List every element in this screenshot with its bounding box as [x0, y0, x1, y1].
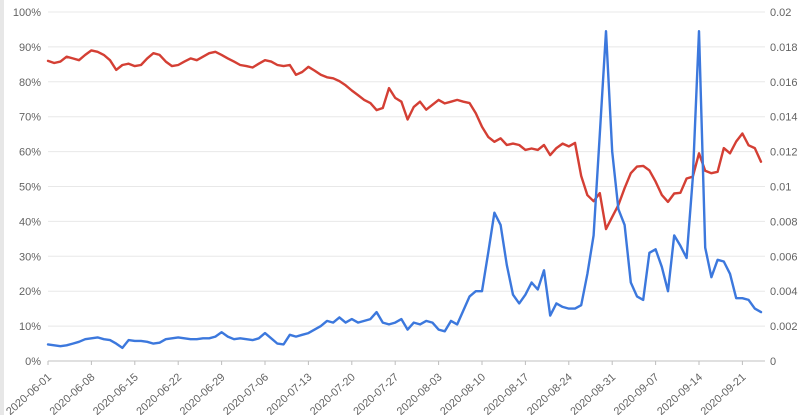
x-axis-tick-label: 2020-08-24 [525, 371, 575, 415]
right-axis-tick-label: 0.016 [770, 77, 798, 89]
right-axis-tick-label: 0.002 [770, 321, 798, 333]
x-axis-tick-label: 2020-08-17 [482, 371, 532, 415]
x-axis-tick-label: 2020-09-14 [655, 371, 705, 415]
left-axis-tick-label: 10% [19, 321, 41, 333]
right-axis-tick-label: 0.004 [770, 286, 798, 298]
right-axis-tick-label: 0.018 [770, 42, 798, 54]
right-axis-tick-label: 0.006 [770, 251, 798, 263]
red-series-line [46, 49, 763, 231]
right-axis-tick-label: 0 [770, 356, 776, 368]
x-axis-tick-label: 2020-06-15 [91, 371, 141, 415]
x-axis-tick-label: 2020-06-08 [48, 371, 98, 415]
x-axis-tick-label: 2020-09-07 [612, 371, 662, 415]
left-axis-tick-label: 100% [13, 7, 41, 19]
left-axis-tick-label: 50% [19, 182, 41, 194]
x-axis-tick-label: 2020-07-13 [265, 371, 315, 415]
window-left-edge [0, 0, 4, 415]
right-axis-tick-label: 0.008 [770, 216, 798, 228]
right-axis-tick-label: 0.02 [770, 7, 791, 19]
x-axis-tick-label: 2020-06-01 [4, 371, 54, 415]
x-axis-tick-label: 2020-08-10 [438, 371, 488, 415]
right-axis-tick-label: 0.014 [770, 112, 798, 124]
x-axis-tick-label: 2020-06-22 [134, 371, 184, 415]
x-axis-tick-label: 2020-08-31 [568, 371, 618, 415]
right-axis-tick-label: 0.01 [770, 182, 791, 194]
x-axis-tick-label: 2020-07-06 [221, 371, 271, 415]
x-axis-tick-label: 2020-09-21 [699, 371, 749, 415]
left-axis-tick-label: 40% [19, 216, 41, 228]
right-axis-tick-label: 0.012 [770, 147, 798, 159]
left-axis-tick-label: 70% [19, 112, 41, 124]
left-axis-tick-label: 0% [25, 356, 41, 368]
x-axis-tick-label: 2020-06-29 [178, 371, 228, 415]
left-axis-tick-label: 60% [19, 147, 41, 159]
left-axis-tick-label: 90% [19, 42, 41, 54]
left-axis-tick-label: 20% [19, 286, 41, 298]
x-axis-tick-label: 2020-07-20 [308, 371, 358, 415]
x-axis-tick-label: 2020-07-27 [351, 371, 401, 415]
blue-series-line [46, 30, 763, 350]
left-axis-tick-label: 80% [19, 77, 41, 89]
left-axis-tick-label: 30% [19, 251, 41, 263]
x-axis-tick-label: 2020-08-03 [395, 371, 445, 415]
